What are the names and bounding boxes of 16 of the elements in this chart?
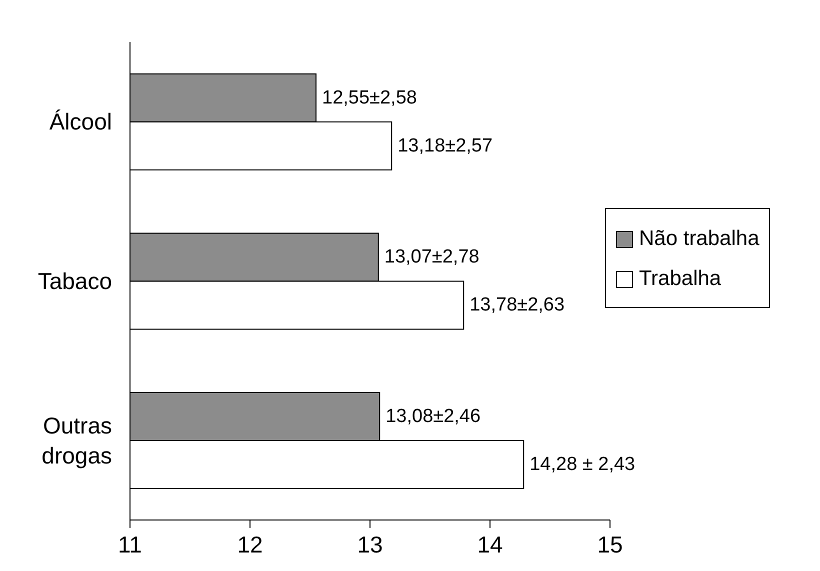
- data-label: 13,18±2,57: [398, 135, 493, 156]
- y-tick-label: Outras drogas: [42, 412, 112, 468]
- x-tick-label: 13: [357, 531, 383, 558]
- data-label: 13,78±2,63: [470, 294, 565, 316]
- data-label: 14,28 ± 2,43: [530, 454, 636, 476]
- legend-label: Trabalha: [639, 267, 722, 291]
- data-label: 12,55±2,58: [322, 87, 417, 108]
- data-label: 13,07±2,78: [384, 246, 480, 268]
- y-tick-label: Tabaco: [38, 268, 112, 294]
- x-tick-label: 11: [118, 531, 142, 558]
- x-tick-label: 12: [237, 531, 263, 558]
- x-tick-label: 14: [477, 531, 503, 558]
- x-tick-label: 15: [597, 531, 623, 558]
- y-tick-label: Álcool: [49, 108, 112, 135]
- legend-label: Não trabalha: [639, 227, 760, 251]
- data-label: 13,08±2,46: [386, 406, 481, 428]
